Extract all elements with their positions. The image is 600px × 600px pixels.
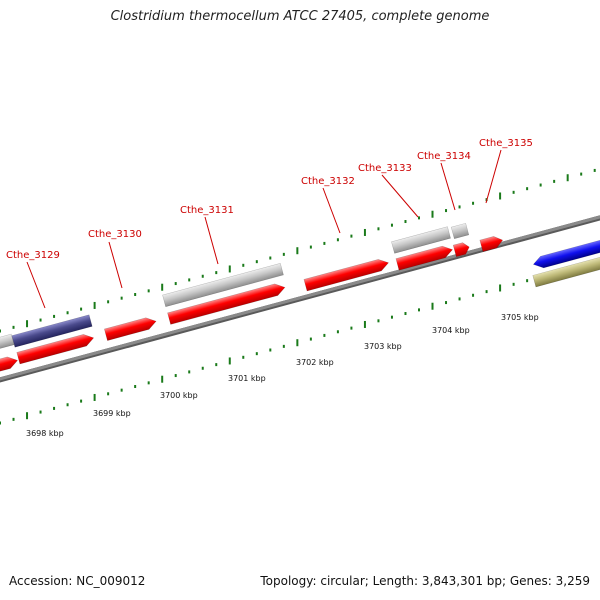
- gene-feature-olive-shape: [532, 254, 600, 288]
- gene-feature-olive: [532, 254, 600, 288]
- kbp-label: 3700 kbp: [160, 391, 198, 400]
- gene-label: Cthe_3132: [301, 176, 355, 187]
- cds-arrow-3132: [303, 259, 389, 292]
- kbp-label: 3702 kbp: [296, 358, 334, 367]
- gene-feature-gray-left: [0, 333, 15, 351]
- gene-label-leader-line: [204, 216, 219, 265]
- gene-label-leader-line: [26, 261, 46, 309]
- gene-label-leader-line: [485, 149, 502, 204]
- cds-arrow-3135: [479, 236, 504, 252]
- cds-arrow-3130-shape: [104, 317, 157, 341]
- gene-feature-gray-3131: [162, 263, 284, 307]
- gene-feature-gray-3134-shape: [450, 222, 470, 240]
- genome-backbone: [0, 215, 600, 383]
- gene-label-leader-line: [322, 187, 341, 234]
- accession-text: Accession: NC_009012: [9, 574, 146, 588]
- gene-feature-gray-3133: [391, 226, 451, 254]
- kbp-label: 3699 kbp: [93, 409, 131, 418]
- gene-feature-navy-shape: [11, 314, 93, 348]
- gene-feature-gray-3131-shape: [162, 263, 284, 307]
- kbp-label: 3698 kbp: [26, 429, 64, 438]
- gene-label: Cthe_3129: [6, 250, 60, 261]
- kbp-label: 3703 kbp: [364, 342, 402, 351]
- cds-arrow-3129: [16, 334, 95, 365]
- cds-arrow-left-edge: [0, 356, 18, 374]
- cds-arrow-3133-shape: [395, 245, 453, 271]
- lower-tick-row: [0, 260, 596, 425]
- cds-arrow-3132-shape: [303, 259, 389, 292]
- gene-feature-navy: [11, 314, 93, 348]
- genome-summary-text: Topology: circular; Length: 3,843,301 bp…: [260, 574, 590, 588]
- gene-label: Cthe_3133: [358, 163, 412, 174]
- map-title: Clostridium thermocellum ATCC 27405, com…: [110, 9, 490, 24]
- backbone-line: [0, 215, 600, 381]
- feature-layer: [0, 222, 600, 374]
- kbp-label: 3704 kbp: [432, 326, 470, 335]
- gene-feature-blue-shape: [532, 237, 600, 269]
- cds-arrow-left-edge-shape: [0, 356, 18, 374]
- gene-label-layer: Cthe_3129Cthe_3130Cthe_3131Cthe_3132Cthe…: [6, 138, 533, 309]
- kbp-label: 3705 kbp: [501, 313, 539, 322]
- cds-arrow-3134-shape: [452, 242, 470, 258]
- cds-arrow-3129-shape: [16, 334, 95, 365]
- kbp-label: 3701 kbp: [228, 374, 266, 383]
- gene-feature-gray-left-shape: [0, 333, 15, 351]
- gene-label-leader-line: [440, 162, 456, 211]
- cds-arrow-3133: [395, 245, 453, 271]
- gene-label: Cthe_3130: [88, 229, 142, 240]
- gene-label: Cthe_3135: [479, 138, 533, 149]
- cds-arrow-3131: [167, 283, 286, 325]
- gene-label: Cthe_3131: [180, 205, 234, 216]
- gene-label: Cthe_3134: [417, 151, 471, 162]
- cds-arrow-3134: [452, 242, 470, 258]
- gene-feature-blue: [532, 237, 600, 269]
- upper-tick-row: [0, 168, 596, 333]
- gene-label-leader-line: [381, 174, 419, 218]
- gene-feature-gray-3133-shape: [391, 226, 451, 254]
- cds-arrow-3131-shape: [167, 283, 286, 325]
- cds-arrow-3135-shape: [479, 236, 504, 252]
- gene-feature-gray-3134: [450, 222, 470, 240]
- kbp-label-layer: 3698 kbp 3699 kbp 3700 kbp 3701 kbp 3702 kbp…: [26, 313, 539, 438]
- gene-label-leader-line: [108, 241, 123, 289]
- cds-arrow-3130: [104, 317, 157, 341]
